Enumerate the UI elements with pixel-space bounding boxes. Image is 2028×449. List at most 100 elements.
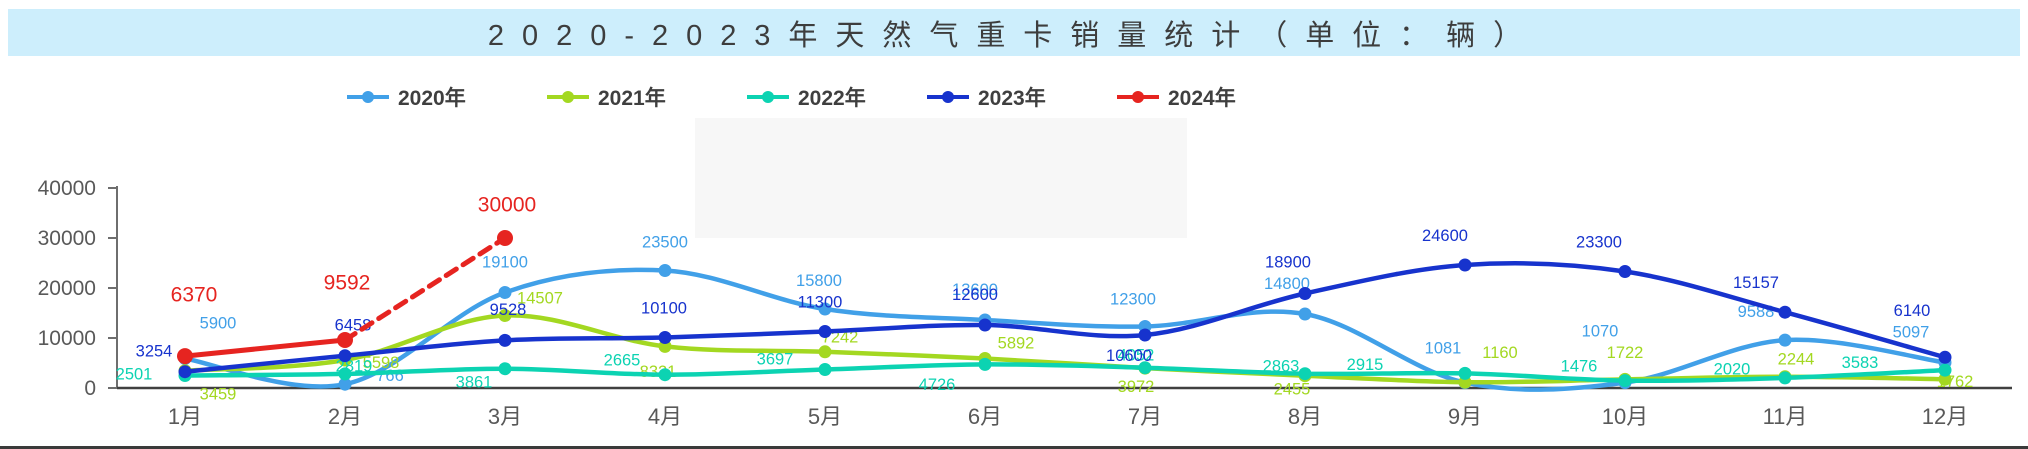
data-point-2022年 bbox=[658, 368, 672, 382]
data-label-2020年: 14800 bbox=[1264, 275, 1310, 293]
data-point-2022年 bbox=[1458, 366, 1472, 380]
data-point-2024年 bbox=[497, 230, 513, 246]
data-label-2020年: 5097 bbox=[1893, 323, 1930, 341]
x-tick-label: 7月 bbox=[1128, 404, 1162, 429]
data-point-2022年 bbox=[1778, 371, 1792, 385]
data-label-2021年: 3972 bbox=[1118, 378, 1155, 396]
data-point-2023年 bbox=[1298, 287, 1312, 300]
data-point-2020年 bbox=[1298, 307, 1312, 321]
data-label-2020年: 15800 bbox=[796, 272, 842, 290]
data-label-2023年: 15157 bbox=[1733, 274, 1779, 292]
chart-legend: 2020年 2021年 2022年 2023年 2024年 bbox=[0, 82, 2028, 112]
data-label-2022年: 4052 bbox=[1118, 346, 1155, 364]
data-label-2022年: 2020 bbox=[1714, 361, 1751, 379]
plot-area: 0 10000 20000 30000 40000 1月 2月 3月 4月 5月 6月 7月 8月 9月 1… bbox=[38, 118, 2012, 429]
data-label-2020年: 13600 bbox=[952, 281, 998, 299]
series-line-dashed-2024年 bbox=[342, 235, 508, 343]
x-tick-label: 5月 bbox=[808, 404, 842, 429]
data-point-2020年 bbox=[1778, 333, 1792, 347]
legend-marker-icon bbox=[1117, 91, 1159, 103]
data-point-2020年 bbox=[338, 377, 352, 391]
data-label-2022年: 2665 bbox=[604, 351, 641, 369]
legend-item-2021年: 2021年 bbox=[545, 82, 666, 112]
watermark-block bbox=[695, 118, 1187, 238]
title-bar: 2020-2023年天然气重卡销量统计（单位：辆） bbox=[8, 9, 2020, 56]
data-point-2024年 bbox=[337, 332, 353, 348]
data-label-2022年: 2501 bbox=[116, 365, 153, 383]
legend-item-label: 2020年 bbox=[398, 87, 466, 110]
data-point-2022年 bbox=[1938, 363, 1952, 377]
data-point-2022年 bbox=[1138, 361, 1152, 375]
data-point-2021年 bbox=[1938, 372, 1952, 386]
data-point-2023年 bbox=[178, 365, 192, 379]
data-label-2020年: 23500 bbox=[642, 233, 688, 251]
data-label-2020年: 1070 bbox=[1582, 322, 1619, 340]
data-label-2022年: 3861 bbox=[456, 373, 493, 391]
data-point-2020年 bbox=[818, 302, 832, 316]
data-point-2022年 bbox=[498, 362, 512, 376]
data-label-2023年: 24600 bbox=[1422, 227, 1468, 245]
legend-marker-icon bbox=[347, 91, 389, 103]
data-label-2024年: 30000 bbox=[478, 193, 536, 216]
data-label-2022年: 2863 bbox=[1263, 357, 1300, 375]
data-label-2021年: 2244 bbox=[1778, 351, 1815, 369]
legend-item-label: 2023年 bbox=[978, 87, 1046, 110]
data-label-2023年: 9528 bbox=[490, 301, 527, 319]
x-tick-label: 4月 bbox=[648, 404, 682, 429]
legend-item-label: 2022年 bbox=[798, 87, 866, 110]
data-point-2022年 bbox=[1298, 367, 1312, 381]
data-label-2021年: 2455 bbox=[1274, 380, 1311, 398]
data-label-2021年: 1722 bbox=[1607, 344, 1644, 362]
x-tick-label: 11月 bbox=[1763, 404, 1808, 429]
data-label-2020年: 19100 bbox=[482, 253, 528, 271]
data-label-2023年: 3254 bbox=[136, 342, 173, 360]
data-label-2022年: 2915 bbox=[1347, 356, 1384, 374]
data-point-2023年 bbox=[338, 349, 352, 363]
data-point-2022年 bbox=[978, 357, 992, 371]
data-label-2023年: 11300 bbox=[798, 293, 843, 311]
data-label-2023年: 18900 bbox=[1265, 253, 1311, 271]
legend-marker-icon bbox=[747, 91, 789, 103]
legend-item-label: 2024年 bbox=[1168, 87, 1236, 110]
series-line-2022年 bbox=[182, 362, 1948, 384]
y-tick-label: 20000 bbox=[38, 277, 96, 300]
y-tick-label: 40000 bbox=[38, 177, 96, 200]
chart-title: 2020-2023年天然气重卡销量统计（单位：辆） bbox=[487, 19, 1541, 52]
y-tick-label: 10000 bbox=[38, 327, 96, 350]
data-label-2021年: 14507 bbox=[517, 289, 563, 307]
data-label-2022年: 1476 bbox=[1561, 357, 1598, 375]
legend-item-label: 2021年 bbox=[598, 87, 666, 110]
data-label-2022年: 3697 bbox=[757, 350, 794, 368]
legend-item-2024年: 2024年 bbox=[1115, 82, 1236, 112]
x-tick-label: 10月 bbox=[1602, 404, 1648, 429]
data-point-2022年 bbox=[338, 367, 352, 381]
legend-item-2020年: 2020年 bbox=[345, 82, 466, 112]
data-point-2023年 bbox=[498, 333, 512, 347]
data-point-2022年 bbox=[818, 363, 832, 376]
data-point-2023年 bbox=[1458, 258, 1472, 272]
x-tick-label: 2月 bbox=[328, 404, 362, 429]
data-point-2023年 bbox=[1138, 328, 1152, 342]
data-label-2021年: 1160 bbox=[1482, 344, 1517, 362]
data-label-2022年: 3583 bbox=[1842, 354, 1879, 372]
data-point-2021年 bbox=[658, 339, 672, 353]
data-label-2021年: 5892 bbox=[998, 334, 1035, 352]
legend-marker-icon bbox=[547, 91, 589, 103]
data-point-2023年 bbox=[1778, 305, 1792, 319]
data-point-2021年 bbox=[818, 345, 832, 359]
legend-item-2023年: 2023年 bbox=[925, 82, 1046, 112]
legend-item-2022年: 2022年 bbox=[745, 82, 866, 112]
data-label-2024年: 9592 bbox=[324, 271, 371, 294]
data-point-2021年 bbox=[498, 309, 512, 322]
data-point-2023年 bbox=[978, 318, 992, 332]
series-line-2024年 bbox=[182, 337, 348, 359]
x-tick-label: 8月 bbox=[1288, 404, 1322, 429]
y-tick-label: 30000 bbox=[38, 227, 96, 250]
x-tick-label: 3月 bbox=[488, 404, 522, 429]
x-tick-label: 9月 bbox=[1448, 404, 1482, 429]
data-label-2021年: 1762 bbox=[1937, 373, 1974, 391]
data-label-2023年: 23300 bbox=[1576, 233, 1622, 251]
data-label-2023年: 10100 bbox=[641, 299, 687, 317]
data-point-2023年 bbox=[1618, 265, 1632, 278]
